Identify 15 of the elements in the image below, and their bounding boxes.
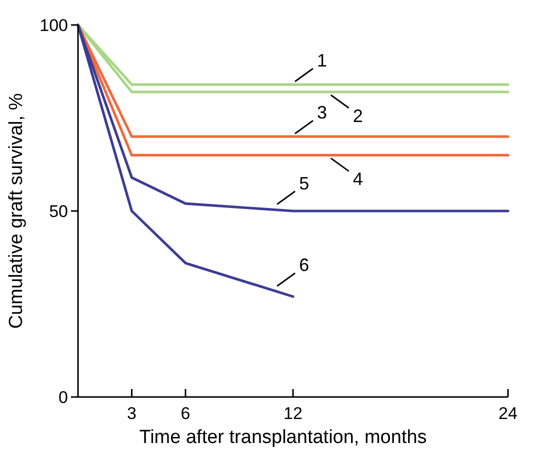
y-tick-label: 0 [58,388,68,407]
x-axis-title: Time after transplantation, months [139,427,427,448]
annotation: 5 [299,173,310,194]
y-tick-label: 100 [40,16,68,35]
x-tick-label: 3 [127,404,136,423]
annotation: 4 [352,169,363,190]
annotation: 1 [317,50,328,71]
annotation: 3 [317,102,328,123]
x-tick-label: 24 [498,404,518,423]
x-tick-label: 12 [284,404,302,423]
annotation: 2 [352,106,363,126]
annotation: 6 [299,255,310,276]
y-tick-label: 50 [49,202,68,221]
x-tick-label: 6 [180,404,190,423]
y-axis-title: Cumulative graft survival, % [6,93,27,329]
